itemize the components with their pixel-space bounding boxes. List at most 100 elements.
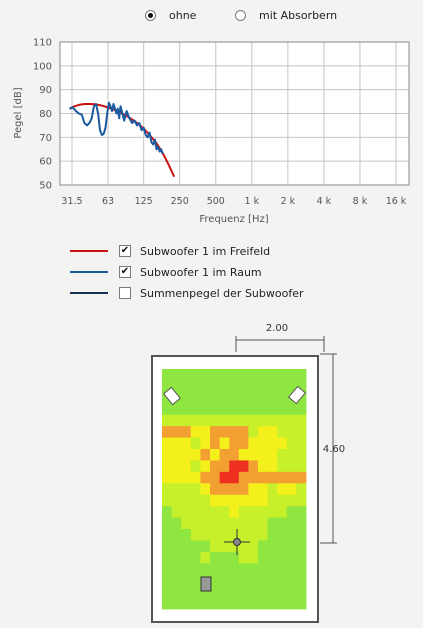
heatmap-cell <box>277 471 288 484</box>
heatmap-cell <box>267 494 278 507</box>
x-tick-label: 31.5 <box>61 196 82 207</box>
heatmap-cell <box>162 494 172 507</box>
heatmap-cell <box>162 471 172 484</box>
heatmap-cell <box>229 460 240 473</box>
x-tick-label: 4 k <box>317 196 332 207</box>
legend-line-freifeld <box>70 250 108 252</box>
heatmap-cell <box>248 506 259 518</box>
chart-frame <box>59 41 410 186</box>
heatmap-cell <box>200 380 211 393</box>
heatmap-cell <box>229 586 240 598</box>
heatmap-cell <box>277 494 288 507</box>
heatmap-cell <box>267 597 278 610</box>
heatmap-cell <box>219 380 230 393</box>
heatmap-cell <box>248 460 259 473</box>
heatmap-cell <box>181 403 192 416</box>
heatmap-cell <box>277 506 288 518</box>
heatmap-cell <box>258 574 268 587</box>
heatmap-cell <box>267 380 278 393</box>
heatmap-cell <box>248 471 259 484</box>
heatmap-cell <box>171 563 182 576</box>
heatmap-cell <box>277 563 288 576</box>
radio-ohne-indicator[interactable] <box>145 10 156 21</box>
heatmap-cell <box>296 449 307 461</box>
heatmap-cell <box>258 437 268 450</box>
y-tick-label: 80 <box>39 109 52 120</box>
heatmap-cell <box>200 414 211 427</box>
heatmap-cell <box>248 551 259 564</box>
heatmap-cell <box>171 426 182 438</box>
radio-mit-absorbern[interactable]: mit Absorbern <box>235 9 337 22</box>
heatmap-cell <box>162 369 172 381</box>
heatmap-cell <box>248 414 259 427</box>
y-tick-label: 110 <box>33 38 52 49</box>
checkbox-summenpegel[interactable] <box>119 287 131 299</box>
heatmap-cell <box>162 586 172 598</box>
heatmap-cell <box>171 506 182 518</box>
heatmap-cell <box>210 460 220 473</box>
heatmap-cell <box>277 597 288 610</box>
heatmap-cell <box>171 597 182 610</box>
heatmap-cell <box>286 574 297 587</box>
radio-ohne[interactable]: ohne <box>145 9 196 22</box>
subwoofer-icon[interactable] <box>200 576 212 592</box>
heatmap-cell <box>267 369 278 381</box>
checkbox-freifeld[interactable]: ✔ <box>119 245 131 257</box>
heatmap-cell <box>286 369 297 381</box>
y-tick-label: 60 <box>39 157 52 168</box>
heatmap-cell <box>171 551 182 564</box>
heatmap-cell <box>219 586 230 598</box>
heatmap-cell <box>267 529 278 541</box>
heatmap-cell <box>210 437 220 450</box>
heatmap-cell <box>219 369 230 381</box>
heatmap-cell <box>171 403 182 416</box>
heatmap-cell <box>210 586 220 598</box>
heatmap-cell <box>277 380 288 393</box>
heatmap-cell <box>229 391 240 404</box>
heatmap-cell <box>190 369 201 381</box>
heatmap-cell <box>162 563 172 576</box>
heatmap-cell <box>200 494 211 507</box>
heatmap-cell <box>286 460 297 473</box>
heatmap-cell <box>200 369 211 381</box>
heatmap-cell <box>171 540 182 553</box>
heatmap-cell <box>296 426 307 438</box>
heatmap-cell <box>248 586 259 598</box>
legend-row-summenpegel: Summenpegel der Subwoofer <box>70 283 370 303</box>
heatmap-cell <box>229 551 240 564</box>
heatmap-cell <box>286 403 297 416</box>
front-right-speaker-icon[interactable] <box>287 385 307 405</box>
heatmap-cell <box>171 380 182 393</box>
heatmap-cell <box>210 483 220 496</box>
heatmap-cell <box>219 483 230 496</box>
heatmap-cell <box>162 449 172 461</box>
heatmap-cell <box>238 551 249 564</box>
y-axis-label: Pegel [dB] <box>13 87 24 138</box>
heatmap-cell <box>286 506 297 518</box>
listening-position-icon[interactable] <box>224 529 250 555</box>
radio-mit-absorbern-indicator[interactable] <box>235 10 246 21</box>
heatmap-cell <box>286 414 297 427</box>
heatmap-cell <box>296 414 307 427</box>
heatmap-cell <box>238 529 249 541</box>
heatmap-cell <box>219 506 230 518</box>
front-left-speaker-icon[interactable] <box>162 386 182 406</box>
checkbox-raum[interactable]: ✔ <box>119 266 131 278</box>
heatmap-cell <box>238 460 249 473</box>
heatmap-cell <box>190 403 201 416</box>
heatmap-cell <box>229 414 240 427</box>
heatmap-cell <box>238 586 249 598</box>
heatmap-cell <box>277 426 288 438</box>
heatmap-cell <box>181 471 192 484</box>
heatmap-cell <box>267 426 278 438</box>
heatmap-cell <box>162 517 172 530</box>
heatmap-cell <box>219 494 230 507</box>
heatmap-cell <box>277 437 288 450</box>
heatmap-cell <box>210 369 220 381</box>
heatmap-cell <box>296 563 307 576</box>
y-tick-label: 100 <box>33 61 52 72</box>
heatmap-cell <box>258 369 268 381</box>
x-tick-label: 250 <box>171 196 189 207</box>
heatmap-cell <box>171 586 182 598</box>
heatmap-cell <box>258 403 268 416</box>
